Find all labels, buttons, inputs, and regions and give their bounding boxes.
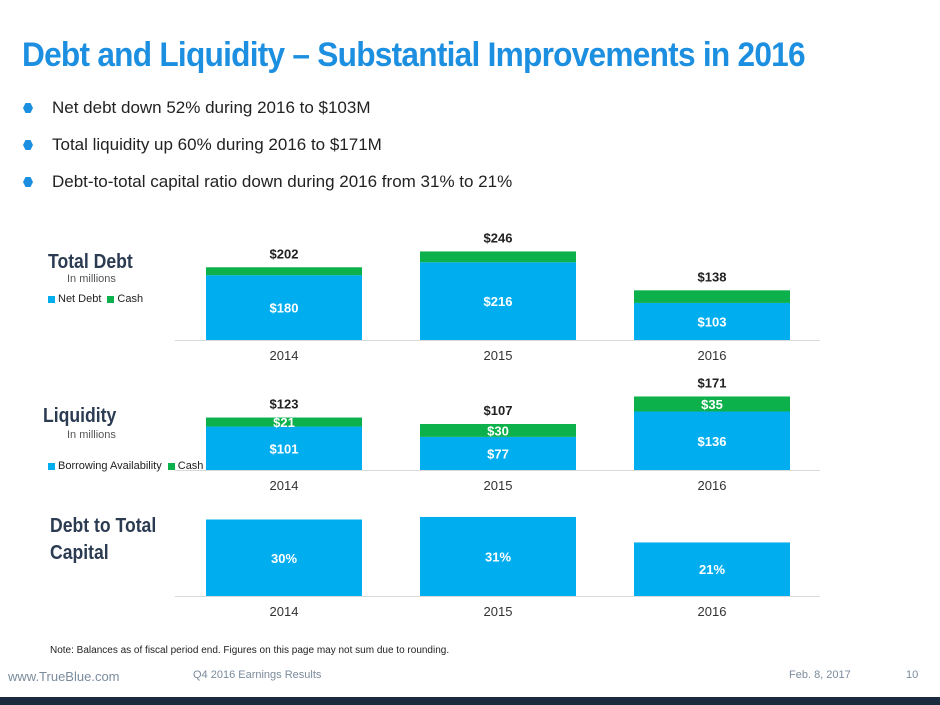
bar-value-label: $216 — [484, 294, 513, 309]
bar-segment-cash — [634, 290, 790, 303]
bar-segment-cash — [634, 396, 790, 412]
x-tick-label: 2014 — [270, 604, 299, 619]
footnote: Note: Balances as of fiscal period end. … — [50, 645, 450, 656]
x-tick-label: 2014 — [270, 478, 299, 493]
legend-swatch — [167, 462, 175, 470]
bullet-item: Net debt down 52% during 2016 to $103M — [22, 98, 512, 135]
liquidity-label: Liquidity — [43, 405, 117, 427]
bar-segment-primary — [634, 411, 790, 470]
bar-value-label: 31% — [485, 549, 511, 564]
bullet-item: Total liquidity up 60% during 2016 to $1… — [22, 135, 512, 172]
x-tick-label: 2016 — [698, 348, 727, 363]
bar-value-label: 21% — [699, 562, 725, 577]
bar-segment-primary — [206, 275, 362, 340]
bar-value-label: $30 — [487, 423, 509, 438]
bar-value-label: $101 — [270, 441, 299, 456]
footer-title: Q4 2016 Earnings Results — [193, 669, 322, 681]
bar-total-label: $107 — [484, 403, 513, 418]
x-tick-label: 2016 — [698, 478, 727, 493]
legend-item-cash: Cash — [107, 293, 143, 305]
bullet-text: Total liquidity up 60% during 2016 to $1… — [52, 135, 382, 154]
bar-segment-primary — [634, 302, 790, 340]
bullet-item: Debt-to-total capital ratio down during … — [22, 172, 512, 209]
legend-swatch — [107, 295, 115, 303]
total-debt-label: Total Debt — [48, 251, 133, 273]
bar — [634, 542, 790, 596]
bar-segment-primary — [420, 262, 576, 340]
bar-value-label: $77 — [487, 446, 509, 461]
liquidity-sublabel: In millions — [67, 429, 116, 441]
bar-segment-cash — [420, 251, 576, 263]
legend-item-net-debt: Net Debt — [48, 293, 101, 305]
bar-total-label: $171 — [698, 375, 727, 390]
x-tick-label: 2015 — [484, 348, 513, 363]
bar-segment-cash — [420, 423, 576, 437]
bar-value-label: $180 — [270, 301, 299, 316]
legend-label: Cash — [177, 460, 204, 472]
bar-value-label: $21 — [273, 415, 295, 430]
legend-swatch — [48, 462, 55, 470]
bar-segment-cash — [206, 417, 362, 427]
bullet-text: Net debt down 52% during 2016 to $103M — [52, 98, 371, 117]
footer-url[interactable]: www.TrueBlue.com — [8, 669, 120, 684]
x-tick-label: 2015 — [484, 478, 513, 493]
bottom-bar — [0, 697, 940, 705]
debt-capital-label-line2: Capital — [50, 542, 109, 564]
bar-segment-cash — [206, 267, 362, 276]
bar-value-label: $103 — [698, 314, 727, 329]
bar-total-label: $123 — [270, 397, 299, 412]
footer-date: Feb. 8, 2017 — [789, 669, 851, 681]
page-number: 10 — [906, 669, 919, 681]
debt-capital-label-line1: Debt to Total — [50, 515, 157, 537]
x-tick-label: 2016 — [698, 604, 727, 619]
bar-total-label: $202 — [270, 246, 299, 261]
x-tick-label: 2014 — [270, 348, 299, 363]
bar-value-label: $136 — [698, 434, 727, 449]
x-tick-label: 2015 — [484, 604, 513, 619]
bar-value-label: 30% — [271, 551, 297, 566]
bar-total-label: $138 — [698, 269, 727, 284]
bar-value-label: $35 — [701, 397, 723, 412]
page-title: Debt and Liquidity – Substantial Improve… — [22, 36, 806, 74]
bar — [420, 516, 576, 596]
bar-segment-primary — [206, 426, 362, 470]
liquidity-legend: Borrowing Availability Cash — [48, 460, 209, 472]
bar-segment-primary — [420, 436, 576, 470]
legend-label: Cash — [117, 293, 144, 305]
legend-swatch — [48, 295, 55, 303]
bar — [206, 519, 362, 596]
legend-item-borrowing: Borrowing Availability — [48, 460, 162, 472]
total-debt-sublabel: In millions — [67, 273, 116, 285]
bullet-list: Net debt down 52% during 2016 to $103M T… — [22, 98, 512, 209]
bullet-text: Debt-to-total capital ratio down during … — [52, 172, 513, 191]
legend-label: Net Debt — [58, 293, 102, 305]
legend-item-cash: Cash — [167, 460, 204, 472]
total-debt-legend: Net Debt Cash — [48, 293, 149, 305]
legend-label: Borrowing Availability — [58, 460, 162, 472]
bar-total-label: $246 — [484, 230, 513, 245]
